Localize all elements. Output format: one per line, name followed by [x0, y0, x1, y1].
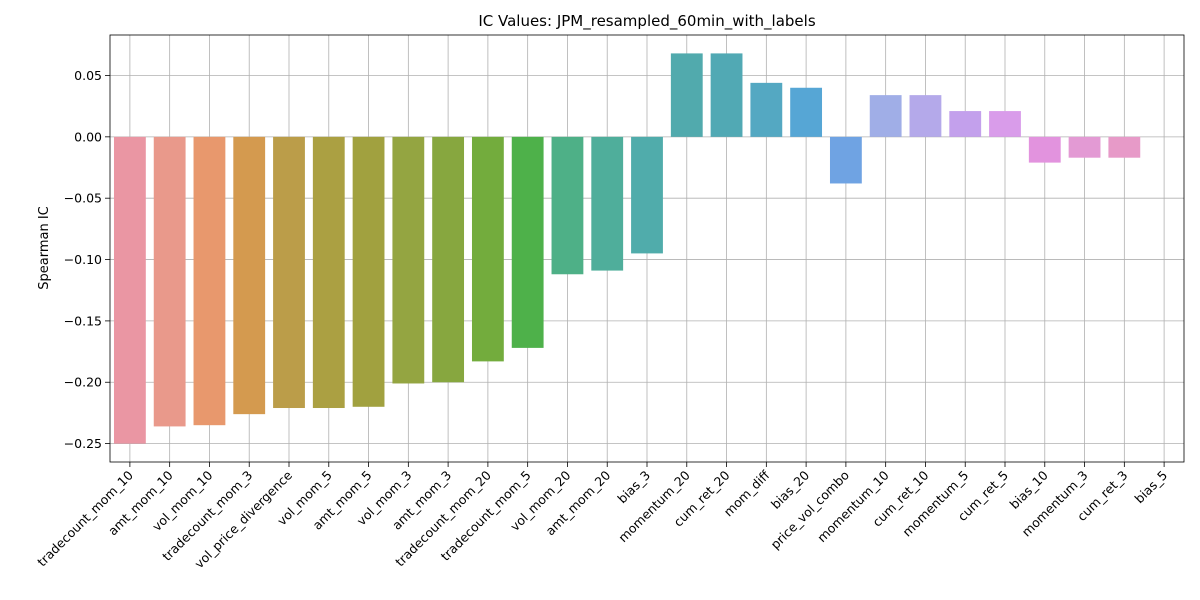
- bar-tradecount_mom_5: [511, 136, 544, 348]
- bar-bias_10: [1028, 136, 1061, 163]
- y-axis-label: Spearman IC: [37, 206, 52, 290]
- x-tick-label: bias_3: [614, 468, 653, 507]
- bar-amt_mom_20: [591, 136, 624, 271]
- bar-tradecount_mom_20: [471, 136, 504, 362]
- bar-amt_mom_10: [153, 136, 186, 427]
- bar-momentum_20: [670, 53, 703, 137]
- bar-cum_ret_10: [909, 95, 942, 137]
- bar-vol_mom_10: [193, 136, 226, 426]
- y-tick-label: −0.25: [64, 436, 102, 451]
- bar-amt_mom_3: [432, 136, 465, 383]
- bar-cum_ret_20: [710, 53, 743, 137]
- bar-vol_price_divergence: [273, 136, 305, 409]
- bar-cum_ret_5: [989, 111, 1021, 137]
- y-tick-label: −0.10: [64, 252, 102, 267]
- bar-vol_mom_3: [392, 136, 425, 384]
- x-tick-label: bias_5: [1131, 468, 1170, 507]
- bar-mom_diff: [750, 82, 783, 137]
- bar-vol_mom_5: [312, 136, 345, 409]
- y-tick-label: −0.20: [64, 375, 102, 390]
- y-tick-label: −0.15: [64, 313, 102, 328]
- bar-tradecount_mom_10: [113, 136, 146, 444]
- bar-momentum_10: [869, 95, 902, 137]
- y-tick-label: −0.05: [64, 191, 102, 206]
- bar-amt_mom_5: [352, 136, 385, 407]
- bar-bias_20: [790, 87, 823, 137]
- chart-title: IC Values: JPM_resampled_60min_with_labe…: [478, 12, 816, 31]
- bar-cum_ret_3: [1108, 136, 1141, 158]
- x-tick-label: momentum_10: [814, 467, 892, 545]
- x-tick-label: momentum_20: [615, 467, 693, 545]
- bars: [113, 53, 1141, 444]
- bar-tradecount_mom_3: [233, 136, 266, 415]
- bar-price_vol_combo: [829, 136, 862, 184]
- y-tick-label: 0.05: [74, 68, 102, 83]
- bar-vol_mom_20: [551, 136, 584, 275]
- y-tick-label: 0.00: [74, 129, 102, 144]
- bar-momentum_3: [1068, 136, 1101, 158]
- bar-momentum_5: [949, 111, 982, 137]
- bar-bias_3: [631, 136, 663, 254]
